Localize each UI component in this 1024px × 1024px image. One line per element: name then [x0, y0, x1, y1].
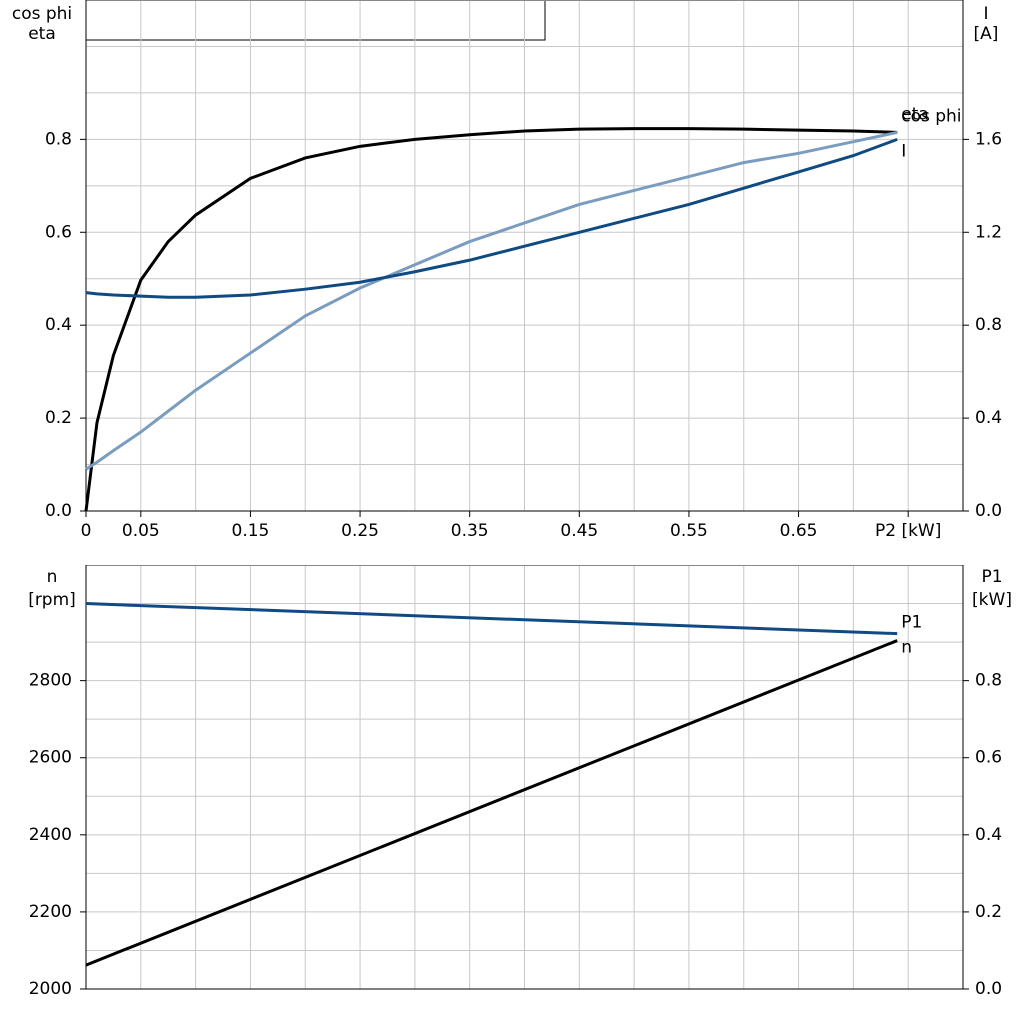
- y-tick-label: 0.0: [45, 501, 72, 521]
- series-label: cos phi: [901, 106, 961, 126]
- y2-axis-label: I: [983, 4, 988, 24]
- y-tick-label: 0.6: [45, 222, 72, 242]
- y-axis-label: [rpm]: [28, 590, 76, 610]
- y-axis-label: n: [47, 567, 58, 587]
- y2-tick-label: 0.0: [975, 501, 1002, 521]
- x-tick-label: 0.55: [670, 521, 708, 541]
- y2-tick-label: 0.4: [975, 825, 1002, 845]
- series-line: [85, 130, 898, 471]
- y2-tick-label: 1.6: [975, 129, 1002, 149]
- y-axis-label: cos phi: [12, 4, 72, 24]
- y2-tick-label: 0.2: [975, 902, 1002, 922]
- x-tick-label: 0: [81, 521, 92, 541]
- series-line: [85, 639, 898, 967]
- title-box: [85, 0, 546, 41]
- y2-axis-label: [kW]: [972, 590, 1012, 610]
- series-label: P1: [901, 613, 922, 633]
- series-line: [85, 137, 898, 299]
- series-label: eta: [901, 104, 929, 124]
- x-tick-label: 0.05: [122, 521, 160, 541]
- y2-tick-label: 0.6: [975, 748, 1002, 768]
- y2-tick-label: 0.8: [975, 315, 1002, 335]
- y-tick-label: 2000: [29, 979, 72, 999]
- y-tick-label: 0.2: [45, 408, 72, 428]
- x-tick-label: 0.25: [341, 521, 379, 541]
- x-tick-label: P2 [kW]: [875, 521, 941, 541]
- y2-tick-label: 1.2: [975, 222, 1002, 242]
- y-tick-label: 2600: [29, 748, 72, 768]
- x-tick-label: 0.65: [780, 521, 818, 541]
- grid: [86, 565, 964, 990]
- y-axis-label: eta: [28, 24, 56, 44]
- series-line: [85, 602, 898, 636]
- series-label: n: [901, 638, 912, 658]
- y2-tick-label: 0.0: [975, 979, 1002, 999]
- x-tick-label: 0.45: [560, 521, 598, 541]
- y2-tick-label: 0.8: [975, 671, 1002, 691]
- series-label: I: [901, 141, 906, 161]
- y2-axis-label: [A]: [974, 24, 999, 44]
- y-tick-label: 0.4: [45, 315, 72, 335]
- y2-tick-label: 0.4: [975, 408, 1002, 428]
- grid: [85, 0, 964, 512]
- x-tick-label: 0.15: [232, 521, 270, 541]
- y-tick-label: 2800: [29, 671, 72, 691]
- series-line: [84, 127, 898, 512]
- y-tick-label: 2200: [29, 902, 72, 922]
- y2-axis-label: P1: [981, 567, 1002, 587]
- y-tick-label: 2400: [29, 825, 72, 845]
- x-tick-label: 0.35: [451, 521, 489, 541]
- y-tick-label: 0.8: [45, 129, 72, 149]
